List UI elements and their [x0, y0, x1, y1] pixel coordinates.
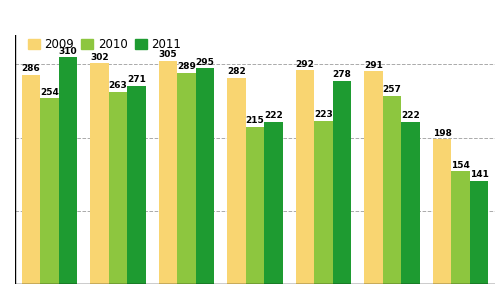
Bar	[40, 98, 58, 284]
Bar	[22, 75, 40, 284]
Text: 278: 278	[332, 70, 351, 79]
Text: 310: 310	[58, 47, 77, 56]
Bar	[177, 73, 196, 284]
Bar	[246, 127, 264, 284]
Text: 286: 286	[22, 64, 40, 73]
Text: 289: 289	[177, 62, 196, 71]
Bar	[296, 70, 314, 284]
Bar	[227, 78, 246, 284]
Bar	[433, 139, 452, 284]
Bar	[90, 63, 108, 284]
Bar	[158, 61, 177, 284]
Bar	[314, 121, 333, 284]
Text: 254: 254	[40, 88, 58, 97]
Bar	[452, 171, 470, 284]
Text: 257: 257	[382, 86, 402, 95]
Text: 295: 295	[196, 58, 214, 67]
Text: 263: 263	[108, 81, 127, 90]
Text: 305: 305	[158, 50, 177, 59]
Legend: 2009, 2010, 2011: 2009, 2010, 2011	[26, 36, 184, 54]
Bar	[383, 96, 402, 284]
Bar	[402, 122, 420, 284]
Text: 302: 302	[90, 52, 108, 62]
Text: 222: 222	[402, 111, 420, 120]
Text: 215: 215	[246, 116, 264, 125]
Bar	[108, 92, 127, 284]
Bar	[127, 86, 146, 284]
Text: 223: 223	[314, 110, 333, 120]
Bar	[333, 81, 351, 284]
Bar	[264, 122, 283, 284]
Text: 282: 282	[227, 67, 246, 76]
Text: 291: 291	[364, 61, 383, 70]
Bar	[58, 57, 77, 284]
Text: 292: 292	[296, 60, 314, 69]
Text: 222: 222	[264, 111, 283, 120]
Text: 141: 141	[470, 171, 488, 179]
Bar	[470, 181, 488, 284]
Bar	[196, 68, 214, 284]
Text: 154: 154	[452, 161, 470, 170]
Text: 198: 198	[433, 129, 452, 138]
Bar	[364, 71, 383, 284]
Text: 271: 271	[127, 75, 146, 84]
